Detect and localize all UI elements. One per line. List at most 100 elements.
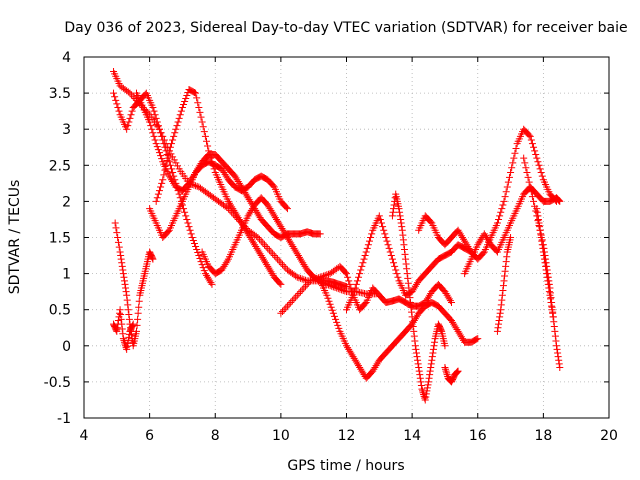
data-point (129, 321, 137, 329)
data-point (277, 309, 285, 317)
data-point (422, 390, 430, 398)
data-point (122, 288, 130, 296)
data-point (287, 298, 295, 306)
data-point (402, 255, 410, 263)
data-point (381, 230, 389, 238)
data-point (258, 253, 266, 261)
data-point (476, 237, 484, 245)
data-point (413, 280, 420, 288)
data-point (333, 318, 341, 326)
data-point (511, 149, 519, 157)
data-point (350, 288, 358, 296)
y-tick-label: 3 (62, 122, 71, 138)
data-point (343, 270, 350, 278)
data-point (233, 176, 241, 184)
data-point (378, 219, 385, 227)
data-point (338, 286, 346, 294)
data-point (543, 273, 551, 281)
data-point (448, 317, 455, 325)
x-tick-label: 16 (469, 428, 487, 444)
data-point (203, 137, 210, 145)
data-point (124, 339, 132, 347)
data-point (230, 206, 238, 214)
data-point (227, 201, 235, 209)
chart-title: Day 036 of 2023, Sidereal Day-to-day VTE… (64, 20, 627, 36)
data-point (116, 306, 124, 314)
data-point (383, 237, 391, 245)
data-point (525, 131, 533, 139)
data-point (358, 262, 366, 270)
data-point (454, 367, 462, 375)
data-point (549, 309, 557, 317)
data-point (244, 212, 252, 220)
data-point (429, 349, 437, 357)
data-point (400, 241, 408, 249)
data-point (118, 259, 126, 267)
data-point (277, 259, 285, 267)
data-point (134, 315, 142, 323)
data-point (534, 158, 542, 166)
data-point (236, 217, 244, 225)
data-point (148, 254, 156, 262)
data-point (113, 327, 121, 335)
data-point (379, 223, 387, 231)
data-point (530, 143, 538, 151)
data-point (221, 170, 229, 178)
data-point (501, 272, 509, 280)
data-point (442, 367, 450, 375)
data-point (477, 235, 485, 243)
x-axis: 4 6 8 10 12 14 16 18 20 (80, 57, 618, 444)
data-point (300, 261, 308, 269)
data-point (542, 262, 550, 270)
data-point (286, 237, 294, 245)
data-point (461, 237, 469, 245)
data-point (123, 125, 131, 133)
data-point (505, 173, 513, 181)
data-point (181, 98, 189, 106)
data-point (194, 99, 202, 107)
data-point (190, 88, 198, 96)
data-point (391, 262, 399, 270)
y-tick-label: 4 (62, 50, 71, 66)
data-point (540, 252, 548, 260)
data-point (349, 291, 357, 299)
data-point (277, 223, 285, 231)
data-point (539, 244, 547, 252)
data-point (550, 318, 558, 326)
data-point (497, 306, 505, 314)
data-point (414, 356, 422, 364)
data-point (190, 240, 198, 248)
data-point (357, 365, 365, 373)
data-point (204, 142, 212, 150)
data-point (165, 147, 173, 155)
data-point (153, 194, 161, 202)
data-point (272, 253, 280, 261)
data-point (465, 244, 473, 252)
data-point (270, 212, 278, 220)
data-point (416, 371, 424, 379)
data-point (502, 262, 510, 270)
data-point (388, 212, 396, 220)
data-point (113, 100, 121, 108)
data-markers (110, 67, 564, 404)
data-point (157, 129, 165, 137)
data-point (501, 267, 509, 275)
data-point (475, 239, 483, 247)
data-point (269, 182, 277, 190)
x-tick-label: 8 (211, 428, 220, 444)
data-point (279, 261, 287, 269)
data-point (408, 308, 416, 316)
data-point (497, 208, 505, 216)
data-point (413, 353, 421, 361)
data-point (275, 219, 283, 227)
data-point (121, 280, 129, 288)
data-point (549, 313, 557, 321)
data-point (526, 132, 534, 140)
data-point (270, 252, 278, 260)
data-point (183, 92, 191, 100)
data-point (208, 280, 216, 288)
data-point (229, 205, 237, 213)
data-point (407, 303, 415, 311)
data-point (496, 313, 504, 321)
data-point (253, 208, 261, 216)
